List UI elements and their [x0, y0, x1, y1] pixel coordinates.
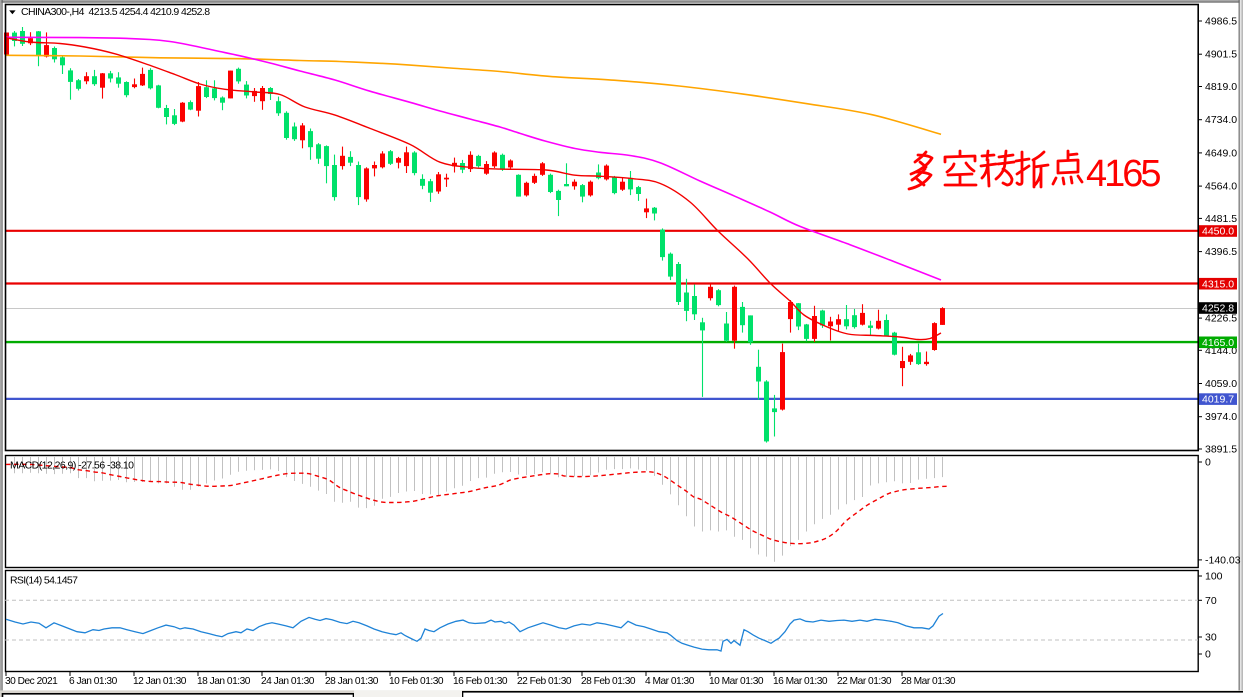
svg-text:CHINA300-,H4 4213.5 4254.4 42: CHINA300-,H4 4213.5 4254.4 4210.9 4252.8	[21, 6, 210, 18]
svg-text:28 Jan 01:30: 28 Jan 01:30	[325, 676, 379, 687]
svg-text:4165.0: 4165.0	[1202, 337, 1234, 349]
svg-text:4315.0: 4315.0	[1202, 278, 1234, 290]
svg-text:12 Jan 01:30: 12 Jan 01:30	[133, 676, 187, 687]
svg-text:22 Feb 01:30: 22 Feb 01:30	[517, 676, 572, 687]
svg-text:24 Jan 01:30: 24 Jan 01:30	[261, 676, 315, 687]
svg-text:3891.5: 3891.5	[1205, 444, 1237, 456]
svg-text:4734.0: 4734.0	[1205, 114, 1237, 126]
svg-text:70: 70	[1205, 595, 1217, 607]
svg-text:4226.5: 4226.5	[1205, 313, 1237, 325]
svg-text:RSI(14) 54.1457: RSI(14) 54.1457	[10, 575, 78, 587]
svg-text:30: 30	[1205, 632, 1217, 644]
svg-text:4450.0: 4450.0	[1202, 226, 1234, 238]
svg-text:MACD(12,26,9) -27.56 -38.10: MACD(12,26,9) -27.56 -38.10	[10, 460, 134, 472]
svg-text:4901.5: 4901.5	[1205, 49, 1237, 61]
svg-text:3974.0: 3974.0	[1205, 411, 1237, 423]
svg-text:4252.8: 4252.8	[1202, 303, 1234, 315]
svg-text:0: 0	[1205, 457, 1211, 469]
svg-text:10 Mar 01:30: 10 Mar 01:30	[709, 676, 764, 687]
svg-text:4396.5: 4396.5	[1205, 246, 1237, 258]
svg-text:30 Dec 2021: 30 Dec 2021	[5, 676, 58, 687]
svg-text:16 Feb 01:30: 16 Feb 01:30	[453, 676, 508, 687]
svg-text:10 Feb 01:30: 10 Feb 01:30	[389, 676, 444, 687]
svg-text:100: 100	[1205, 571, 1223, 583]
svg-text:4019.7: 4019.7	[1202, 394, 1234, 406]
svg-text:4819.0: 4819.0	[1205, 81, 1237, 93]
svg-text:6 Jan 01:30: 6 Jan 01:30	[69, 676, 118, 687]
svg-text:4564.0: 4564.0	[1205, 181, 1237, 193]
svg-text:28 Mar 01:30: 28 Mar 01:30	[901, 676, 956, 687]
svg-text:22 Mar 01:30: 22 Mar 01:30	[837, 676, 892, 687]
svg-text:28 Feb 01:30: 28 Feb 01:30	[581, 676, 636, 687]
svg-text:4481.5: 4481.5	[1205, 213, 1237, 225]
svg-text:4986.5: 4986.5	[1205, 16, 1237, 28]
svg-text:4649.0: 4649.0	[1205, 147, 1237, 159]
svg-text:16 Mar 01:30: 16 Mar 01:30	[773, 676, 828, 687]
svg-text:4059.0: 4059.0	[1205, 378, 1237, 390]
svg-text:4 Mar 01:30: 4 Mar 01:30	[645, 676, 695, 687]
svg-text:-140.03: -140.03	[1205, 554, 1241, 566]
svg-text:4165: 4165	[1086, 153, 1160, 195]
svg-text:18 Jan 01:30: 18 Jan 01:30	[197, 676, 251, 687]
svg-text:0: 0	[1205, 649, 1211, 661]
